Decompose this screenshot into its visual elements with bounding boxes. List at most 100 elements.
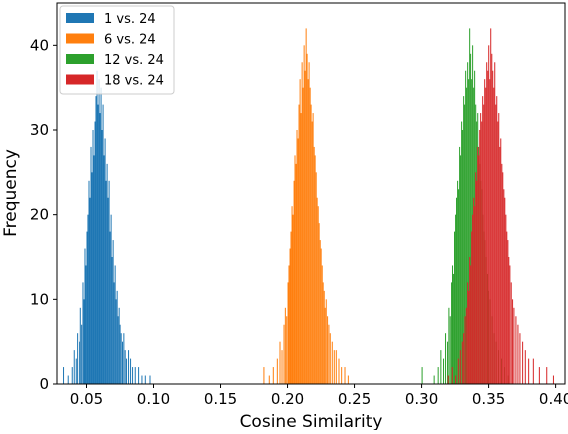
histogram-bar — [461, 121, 463, 384]
histogram-bar — [120, 333, 122, 384]
histogram-bar — [447, 341, 449, 384]
histogram-bar — [478, 155, 480, 384]
histogram-bar — [287, 282, 289, 384]
legend-swatch — [66, 33, 94, 44]
histogram-bar — [473, 197, 475, 384]
histogram-bar — [283, 324, 285, 384]
histogram-bar — [482, 96, 484, 384]
histogram-bar — [106, 163, 108, 384]
histogram-bar — [119, 324, 121, 384]
histogram-bar — [457, 180, 459, 384]
histogram-bar — [71, 367, 73, 384]
legend-swatch — [66, 74, 94, 85]
histogram-bar — [502, 172, 504, 384]
histogram-bar — [347, 375, 349, 384]
histogram-bar — [477, 146, 479, 384]
histogram-bar — [483, 104, 485, 384]
histogram-bar — [108, 180, 110, 384]
histogram-bar — [116, 290, 118, 384]
bars-layer — [63, 28, 554, 385]
histogram-bar — [490, 28, 492, 385]
histogram-bar — [323, 290, 325, 384]
histogram-bar — [469, 257, 471, 384]
series-1-bars — [63, 70, 151, 385]
histogram-bar — [79, 341, 81, 384]
histogram-bar — [63, 367, 65, 384]
histogram-bar — [474, 206, 476, 384]
y-tick-label: 10 — [30, 290, 49, 308]
y-tick-label: 0 — [39, 375, 49, 393]
histogram-bar — [290, 231, 292, 384]
histogram-bar — [296, 130, 298, 384]
histogram-bar — [306, 53, 308, 385]
y-tick-label: 20 — [30, 206, 49, 224]
histogram-bar — [128, 350, 130, 384]
histogram-bar — [100, 87, 102, 385]
y-axis-ticks: 0 10 20 30 40 — [30, 36, 57, 393]
histogram-bar — [486, 62, 488, 385]
histogram-bar — [88, 180, 90, 384]
histogram-bar — [318, 223, 320, 384]
series-4-bars — [447, 28, 554, 385]
histogram-bar — [272, 367, 274, 384]
series-2-bars — [263, 28, 349, 385]
histogram-bar — [507, 240, 509, 384]
histogram-bar — [83, 299, 85, 384]
histogram-bar — [302, 87, 304, 385]
histogram-bar — [138, 367, 140, 384]
histogram-bar — [487, 70, 489, 384]
histogram-bar — [463, 333, 465, 384]
histogram-bar — [104, 138, 106, 384]
histogram-bar — [500, 138, 502, 384]
histogram-bar — [471, 231, 473, 384]
histogram-bar — [472, 45, 474, 384]
histogram-bar — [445, 333, 447, 384]
histogram-bar — [341, 367, 343, 384]
x-tick-label: 0.35 — [472, 390, 505, 408]
x-axis-ticks: 0.05 0.10 0.15 0.20 0.25 0.30 0.35 0.40 — [70, 384, 568, 408]
histogram-bar — [331, 341, 333, 384]
histogram-bar — [468, 79, 470, 384]
histogram-bar — [458, 189, 460, 384]
histogram-bar — [513, 307, 515, 384]
y-tick-label: 30 — [30, 121, 49, 139]
histogram-bar — [314, 155, 316, 384]
histogram-bar — [476, 180, 478, 384]
histogram-bar — [95, 96, 97, 384]
histogram-bar — [281, 350, 283, 384]
histogram-bar — [448, 307, 450, 384]
histogram-bar — [107, 197, 109, 384]
histogram-bar — [276, 358, 278, 384]
histogram-bar — [463, 96, 465, 384]
histogram-bar — [522, 341, 524, 384]
histogram-bar — [443, 358, 445, 384]
histogram-bar — [524, 350, 526, 384]
histogram-bar — [484, 79, 486, 384]
histogram-bar — [98, 79, 100, 384]
histogram-bar — [311, 121, 313, 384]
histogram-bar — [503, 189, 505, 384]
histogram-bar — [475, 172, 477, 384]
histogram-bar — [504, 197, 506, 384]
histogram-bar — [505, 214, 507, 384]
histogram-bar — [493, 87, 495, 385]
histogram-bar — [495, 104, 497, 384]
histogram-bar — [99, 113, 101, 384]
legend-label: 6 vs. 24 — [104, 33, 156, 48]
histogram-bar — [329, 333, 331, 384]
histogram-bar — [124, 350, 126, 384]
x-tick-label: 0.30 — [405, 390, 438, 408]
histogram-bar — [91, 172, 93, 384]
histogram-bar — [92, 130, 94, 384]
histogram-bar — [101, 130, 103, 384]
histogram-bar — [81, 324, 83, 384]
histogram-bar — [465, 70, 467, 384]
histogram-bar — [464, 316, 466, 384]
histogram-bar — [291, 206, 293, 384]
histogram-bar — [449, 316, 451, 384]
histogram-bar — [303, 45, 305, 384]
histogram-bar — [304, 70, 306, 384]
histogram-bar — [141, 375, 143, 384]
histogram-bar — [144, 375, 146, 384]
histogram-bar — [299, 79, 301, 384]
